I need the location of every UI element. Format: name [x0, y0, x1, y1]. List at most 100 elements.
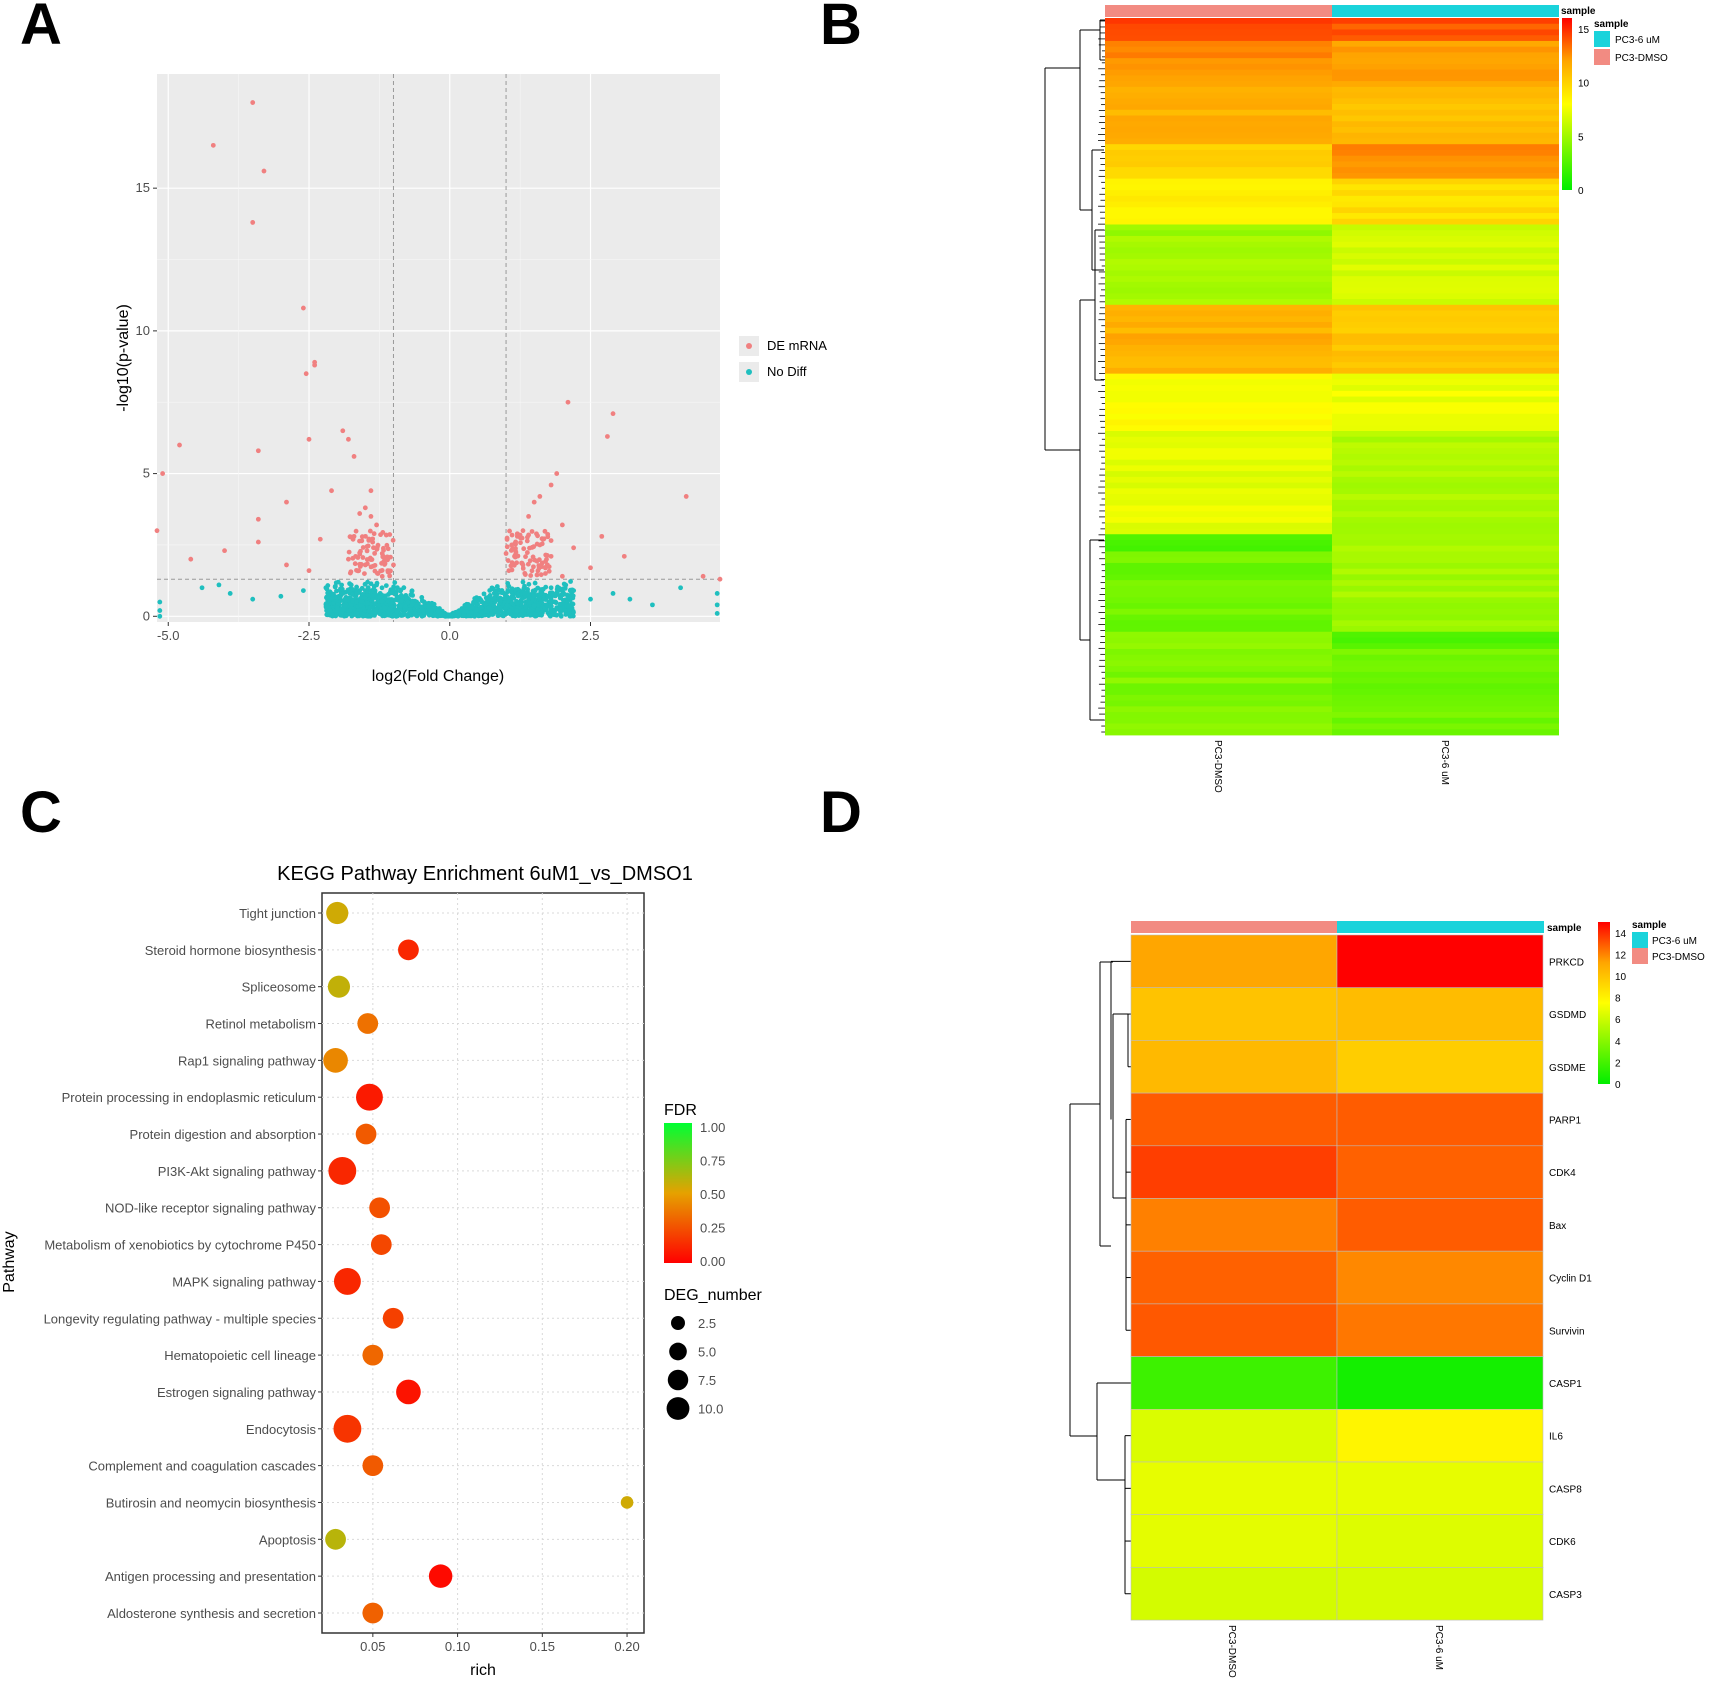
- heatmap-b-cell: [1105, 149, 1332, 157]
- volcano-point-de: [542, 528, 548, 534]
- heatmap-b-cell: [1105, 448, 1332, 455]
- heatmap-b-legend-label-dmso: PC3-DMSO: [1615, 53, 1668, 64]
- volcano-x-tick-label: 0.0: [441, 628, 459, 643]
- heatmap-d-row-label: PARP1: [1549, 1115, 1581, 1126]
- heatmap-b-cell: [1105, 235, 1332, 243]
- volcano-point-nodiff: [558, 595, 563, 601]
- heatmap-d-cell: [1336, 1303, 1544, 1357]
- heatmap-b-cell: [1332, 224, 1559, 231]
- heatmap-d-cell: [1336, 1461, 1544, 1516]
- heatmap-b-cell: [1105, 270, 1332, 277]
- volcano-point-nodiff: [465, 613, 471, 619]
- volcano-point-nodiff: [340, 607, 346, 613]
- volcano-point-nodiff: [335, 602, 340, 608]
- heatmap-b: sample PC3-DMSO PC3-6 uM 15 10 5 0 sample P…: [1044, 5, 1668, 793]
- heatmap-b-cell: [1105, 396, 1332, 403]
- heatmap-b-cell: [1105, 654, 1332, 661]
- volcano-point-nodiff: [405, 599, 411, 605]
- volcano-point-nodiff: [407, 607, 413, 612]
- volcano-point-nodiff: [514, 608, 519, 614]
- panel-letter-b: B: [820, 0, 862, 57]
- heatmap-d-cell: [1336, 1567, 1544, 1621]
- heatmap-b-cell: [1332, 184, 1559, 191]
- heatmap-b-col-label: PC3-6 uM: [1439, 740, 1450, 785]
- volcano-point-nodiff: [478, 604, 484, 610]
- volcano-point-de: [346, 436, 351, 442]
- heatmap-b-cell: [1105, 247, 1332, 254]
- volcano-point-nodiff: [481, 591, 487, 597]
- volcano-point-de: [374, 546, 380, 552]
- heatmap-b-cell: [1332, 58, 1559, 65]
- volcano-point-nodiff: [403, 603, 409, 609]
- volcano-point-nodiff: [567, 596, 573, 601]
- heatmap-d-cell: [1336, 1514, 1544, 1568]
- volcano-point-nodiff: [475, 613, 481, 619]
- heatmap-b-cell: [1105, 677, 1332, 684]
- heatmap-d-cell: [1336, 1092, 1544, 1147]
- volcano-point-de: [513, 539, 519, 545]
- volcano-point-nodiff: [523, 604, 528, 610]
- heatmap-b-cell: [1332, 648, 1559, 656]
- heatmap-b-cell: [1105, 40, 1332, 48]
- heatmap-b-cell: [1105, 568, 1332, 575]
- volcano-point-de: [520, 562, 526, 568]
- volcano-point-nodiff: [509, 600, 515, 606]
- volcano-point-nodiff: [526, 581, 532, 587]
- heatmap-b-cell: [1332, 190, 1559, 197]
- heatmap-b-cell: [1105, 356, 1332, 363]
- volcano-point-nodiff: [515, 592, 521, 598]
- heatmap-d-cell: [1130, 1356, 1338, 1410]
- heatmap-b-cell: [1332, 626, 1559, 633]
- volcano-point-nodiff: [510, 595, 516, 601]
- size-legend-dot: [671, 1316, 685, 1330]
- heatmap-b-cell: [1105, 379, 1332, 386]
- volcano-point-de: [385, 568, 391, 574]
- heatmap-b-cell: [1105, 109, 1332, 116]
- heatmap-b-cell: [1332, 505, 1559, 512]
- volcano-point-de: [368, 488, 374, 494]
- heatmap-d-row-label: CASP1: [1549, 1379, 1582, 1390]
- kegg-point: [369, 1197, 391, 1219]
- heatmap-b-cell: [1332, 121, 1559, 128]
- volcano-point-de: [504, 544, 510, 550]
- heatmap-b-cell: [1332, 712, 1559, 719]
- volcano-point-nodiff: [650, 602, 655, 608]
- fdr-tick-label: 0.50: [700, 1187, 725, 1202]
- heatmap-b-cell: [1105, 402, 1332, 409]
- volcano-point-nodiff: [567, 611, 572, 616]
- volcano-point-nodiff: [250, 596, 256, 602]
- volcano-point-de: [350, 555, 356, 561]
- heatmap-b-cell: [1105, 373, 1332, 380]
- heatmap-b-cell: [1332, 379, 1559, 386]
- volcano-point-nodiff: [570, 593, 576, 599]
- heatmap-d-row-label: Bax: [1549, 1221, 1566, 1232]
- heatmap-b-cell: [1332, 247, 1559, 254]
- volcano-point-nodiff: [526, 608, 532, 614]
- volcano-point-nodiff: [398, 593, 404, 598]
- heatmap-b-cell: [1332, 81, 1559, 88]
- heatmap-b-cell: [1332, 264, 1559, 271]
- heatmap-b-colorbar-tick: 10: [1578, 79, 1590, 90]
- heatmap-d-colorbar-tick: 4: [1615, 1037, 1621, 1048]
- volcano-point-de: [353, 528, 359, 534]
- heatmap-b-cell: [1105, 310, 1332, 317]
- heatmap-b-cell: [1105, 167, 1332, 174]
- heatmap-b-cell: [1332, 316, 1559, 323]
- kegg-pathway-label: Rap1 signaling pathway: [178, 1053, 317, 1068]
- heatmap-b-cell: [1105, 585, 1332, 592]
- volcano-point-nodiff: [332, 583, 338, 589]
- heatmap-b-cell: [1332, 666, 1559, 673]
- volcano-point-nodiff: [539, 612, 544, 618]
- heatmap-b-annotation-label: sample: [1561, 6, 1596, 17]
- volcano-point-nodiff: [419, 595, 425, 600]
- heatmap-b-cell: [1332, 207, 1559, 214]
- volcano-point-nodiff: [560, 586, 566, 592]
- volcano-point-de: [528, 573, 534, 578]
- volcano-point-de: [513, 546, 518, 551]
- volcano-point-de: [357, 511, 363, 516]
- legend-label-nodiff: No Diff: [767, 364, 807, 379]
- heatmap-b-cell: [1332, 557, 1559, 564]
- heatmap-b-cell: [1332, 534, 1559, 541]
- volcano-point-nodiff: [324, 603, 330, 609]
- heatmap-b-cell: [1332, 310, 1559, 317]
